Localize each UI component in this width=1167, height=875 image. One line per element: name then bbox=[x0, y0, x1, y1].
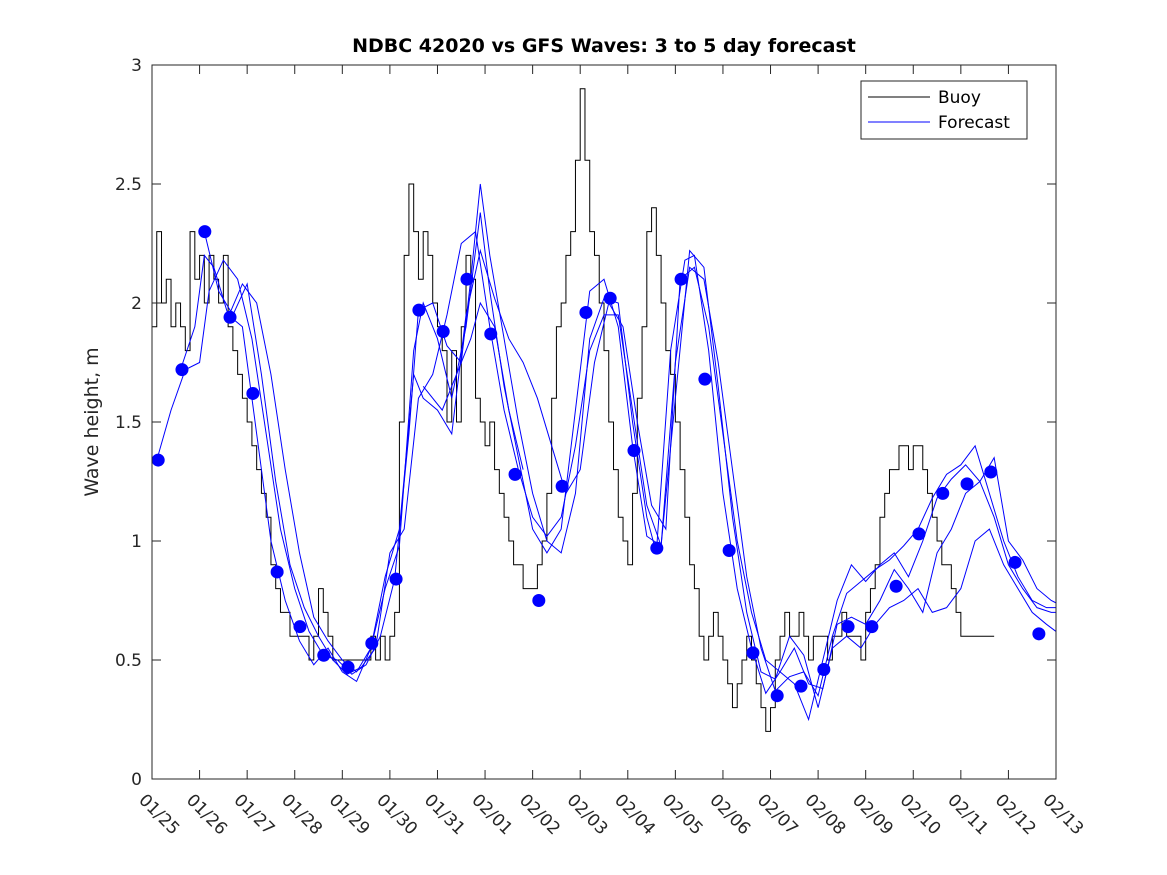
forecast-marker bbox=[1032, 627, 1046, 641]
forecast-marker bbox=[603, 291, 617, 305]
x-ticks: 01/2501/2601/2701/2801/2901/3001/3102/01… bbox=[134, 65, 1087, 839]
forecast-marker bbox=[412, 303, 426, 317]
x-tick-label: 02/09 bbox=[848, 790, 897, 839]
forecast-marker bbox=[698, 372, 712, 386]
y-tick-label: 1 bbox=[131, 532, 142, 552]
x-tick-label: 02/04 bbox=[610, 790, 659, 839]
forecast-line-5 bbox=[422, 301, 524, 470]
plot-lines bbox=[152, 88, 1057, 732]
legend-box bbox=[860, 80, 1028, 140]
y-ticks: 0 0.5 1 1.5 2 2.5 3 bbox=[115, 56, 1056, 790]
forecast-marker bbox=[270, 565, 284, 579]
y-tick-label: 0.5 bbox=[115, 651, 142, 671]
forecast-marker bbox=[460, 272, 474, 286]
forecast-marker bbox=[508, 467, 522, 481]
forecast-marker bbox=[984, 465, 998, 479]
forecast-marker bbox=[960, 477, 974, 491]
x-tick-label: 02/01 bbox=[468, 790, 517, 839]
y-tick-label: 2 bbox=[131, 294, 142, 314]
forecast-marker bbox=[865, 620, 879, 634]
forecast-marker bbox=[936, 486, 950, 500]
x-tick-label: 01/30 bbox=[372, 790, 421, 839]
x-tick-label: 01/27 bbox=[230, 790, 279, 839]
x-tick-label: 02/07 bbox=[753, 790, 802, 839]
x-tick-label: 02/13 bbox=[1038, 790, 1087, 839]
y-tick-label: 1.5 bbox=[115, 413, 142, 433]
forecast-marker bbox=[223, 310, 237, 324]
y-tick-label: 2.5 bbox=[115, 175, 142, 195]
forecast-marker bbox=[674, 272, 688, 286]
forecast-marker bbox=[722, 544, 736, 558]
forecast-marker bbox=[198, 225, 212, 239]
forecast-marker bbox=[817, 663, 831, 677]
x-tick-label: 02/06 bbox=[705, 790, 754, 839]
x-tick-label: 02/02 bbox=[515, 790, 564, 839]
forecast-marker bbox=[293, 620, 307, 634]
forecast-marker bbox=[912, 527, 926, 541]
buoy-line bbox=[152, 88, 995, 732]
forecast-marker bbox=[1008, 555, 1022, 569]
forecast-marker bbox=[436, 325, 450, 339]
forecast-line-1 bbox=[156, 183, 1056, 722]
x-tick-label: 01/29 bbox=[325, 790, 374, 839]
forecast-marker bbox=[484, 327, 498, 341]
forecast-line-3 bbox=[203, 230, 1056, 698]
x-tick-label: 02/11 bbox=[943, 790, 992, 839]
y-tick-label: 3 bbox=[131, 56, 142, 76]
x-tick-label: 02/08 bbox=[801, 790, 850, 839]
plot-markers bbox=[151, 225, 1046, 703]
forecast-marker bbox=[579, 306, 593, 320]
forecast-marker bbox=[746, 646, 760, 660]
legend-label-buoy: Buoy bbox=[938, 88, 981, 108]
x-tick-label: 02/05 bbox=[658, 790, 707, 839]
forecast-marker bbox=[341, 660, 355, 674]
axes-box bbox=[151, 64, 1057, 780]
forecast-marker bbox=[246, 386, 260, 400]
x-tick-label: 02/10 bbox=[896, 790, 945, 839]
forecast-marker bbox=[317, 648, 331, 662]
x-tick-label: 02/03 bbox=[563, 790, 612, 839]
x-tick-label: 01/26 bbox=[182, 790, 231, 839]
forecast-line-2 bbox=[180, 212, 1057, 708]
legend-label-forecast: Forecast bbox=[938, 113, 1010, 133]
forecast-marker bbox=[151, 453, 165, 467]
x-tick-label: 01/31 bbox=[420, 790, 469, 839]
forecast-marker bbox=[365, 636, 379, 650]
chart-title: NDBC 42020 vs GFS Waves: 3 to 5 day fore… bbox=[352, 35, 856, 57]
forecast-marker bbox=[794, 679, 808, 693]
y-axis-label: Wave height, m bbox=[81, 347, 103, 496]
forecast-marker bbox=[175, 363, 189, 377]
forecast-marker bbox=[770, 689, 784, 703]
forecast-marker bbox=[889, 579, 903, 593]
forecast-marker bbox=[532, 594, 546, 607]
x-tick-label: 01/28 bbox=[277, 790, 326, 839]
forecast-marker bbox=[627, 444, 641, 458]
x-tick-label: 01/25 bbox=[134, 790, 183, 839]
forecast-marker bbox=[389, 572, 403, 586]
y-tick-label: 0 bbox=[131, 770, 142, 790]
forecast-line-4 bbox=[227, 248, 1057, 690]
x-tick-label: 02/12 bbox=[991, 790, 1040, 839]
forecast-marker bbox=[650, 541, 664, 555]
forecast-marker bbox=[555, 479, 569, 493]
legend: Buoy Forecast bbox=[860, 80, 1028, 140]
forecast-marker bbox=[841, 620, 855, 634]
